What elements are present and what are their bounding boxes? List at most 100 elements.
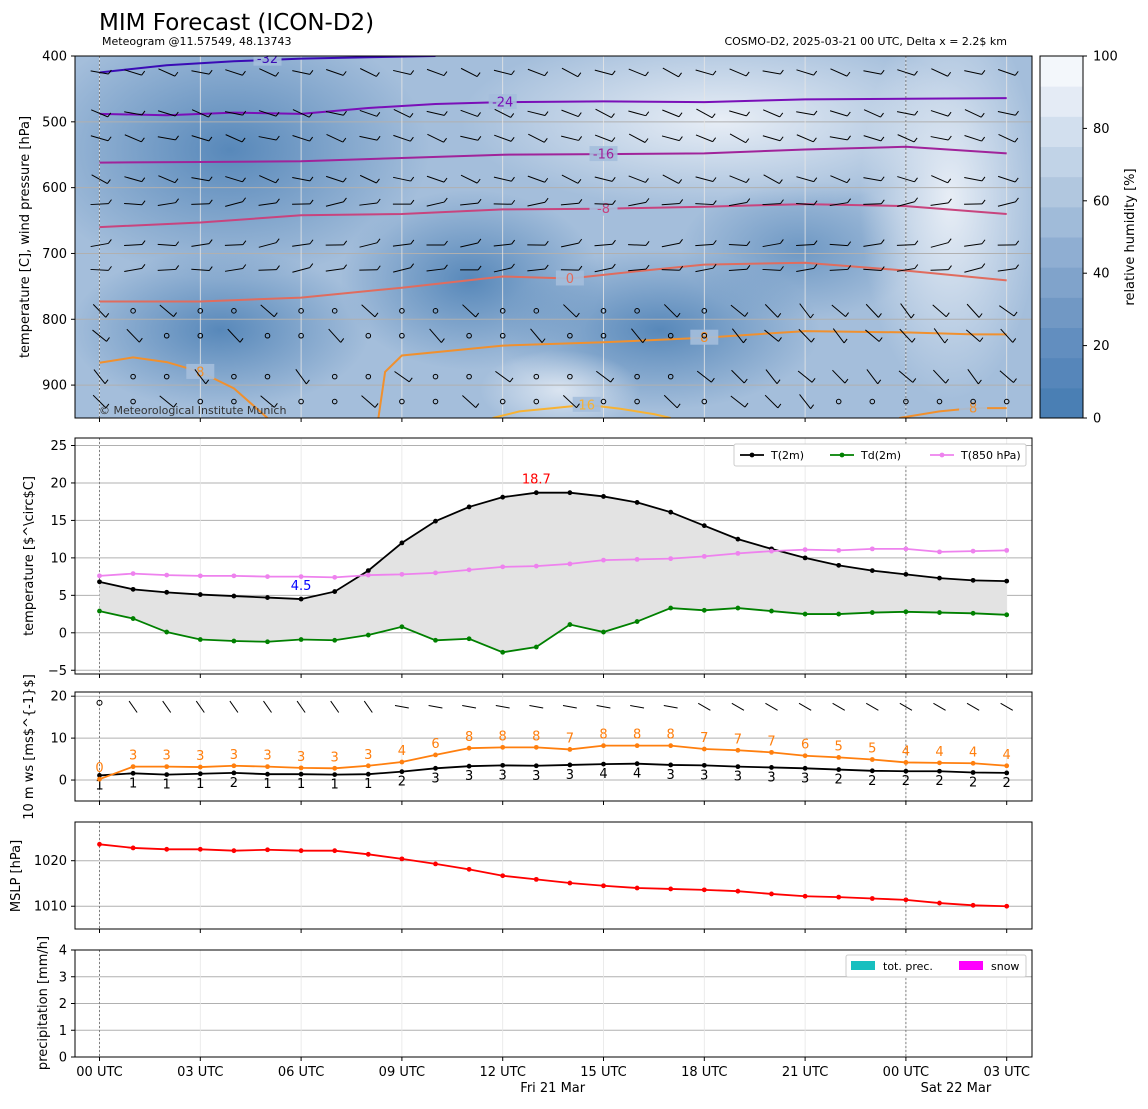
temp-point (232, 573, 237, 578)
wind-point (635, 743, 640, 748)
wind-barb (664, 706, 678, 708)
wind-value-label: 7 (700, 731, 708, 746)
mslp-point (534, 877, 539, 882)
precip-legend-swatch (959, 961, 983, 970)
wind-point (265, 772, 270, 777)
temp-point (97, 579, 102, 584)
wind-barb (163, 701, 171, 712)
legend-marker (940, 453, 945, 458)
wind-value-label: 4 (398, 744, 406, 759)
wind-point (500, 745, 505, 750)
temp-point (198, 573, 203, 578)
legend-label: Td(2m) (860, 449, 901, 462)
temp-point (971, 578, 976, 583)
mslp-point (1004, 904, 1009, 909)
temp-point (736, 537, 741, 542)
wind-value-label: 2 (835, 773, 843, 788)
wind-point (433, 752, 438, 757)
y-tick-label: 1020 (34, 854, 67, 869)
temp-point (366, 568, 371, 573)
wind-value-label: 5 (868, 741, 876, 756)
mslp-ylabel: MSLP [hPa] (9, 840, 24, 912)
temp-point (870, 546, 875, 551)
wind-barb (662, 270, 680, 271)
colorbar-tick-label: 80 (1093, 122, 1110, 137)
temp-point (702, 608, 707, 613)
temp-point (232, 639, 237, 644)
wind-value-label: 3 (700, 768, 708, 783)
wind-value-label: 3 (767, 770, 775, 785)
wind-point (534, 763, 539, 768)
wind-barb (863, 204, 881, 205)
temp-point (702, 554, 707, 559)
temp-annotation: 4.5 (291, 579, 312, 594)
mslp-point (332, 848, 337, 853)
temp-point (635, 500, 640, 505)
temp-point (668, 606, 673, 611)
temp-point (904, 572, 909, 577)
temp-point (500, 650, 505, 655)
temp-point (198, 592, 203, 597)
wind-point (803, 753, 808, 758)
temp-point (332, 575, 337, 580)
day-label: Fri 21 Mar (520, 1081, 585, 1096)
mslp-point (904, 897, 909, 902)
wind-point (97, 777, 102, 782)
temp-point (500, 495, 505, 500)
wind-value-label: 3 (801, 771, 809, 786)
colorbar-cell (1040, 358, 1083, 389)
wind-value-label: 3 (129, 749, 137, 764)
temp-point (601, 494, 606, 499)
mslp-point (803, 894, 808, 899)
wind-value-label: 3 (499, 768, 507, 783)
temp-point (904, 546, 909, 551)
temp-point (534, 564, 539, 569)
mslp-point (433, 861, 438, 866)
wind-value-label: 6 (431, 737, 439, 752)
mslp-point (467, 867, 472, 872)
wind-point (736, 764, 741, 769)
wind-point (131, 771, 136, 776)
wind-point (1004, 763, 1009, 768)
wind-value-label: 2 (868, 774, 876, 789)
temp-point (668, 510, 673, 515)
isotherm-label: -24 (492, 96, 513, 111)
temp-point (467, 567, 472, 572)
isotherm-label: -32 (257, 52, 278, 67)
colorbar-tick-label: 0 (1093, 412, 1101, 427)
temp-point (467, 636, 472, 641)
isotherm-label: 0 (566, 272, 574, 287)
temp-point (601, 630, 606, 635)
temp-point (971, 549, 976, 554)
location-subtitle: Meteogram @11.57549, 48.13743 (102, 35, 292, 48)
colorbar-cell (1040, 388, 1083, 419)
temp-point (668, 556, 673, 561)
wind-point (332, 772, 337, 777)
wind-point (400, 760, 405, 765)
wind-value-label: 1 (364, 777, 372, 792)
mslp-point (568, 881, 573, 886)
legend-marker (750, 453, 755, 458)
y-tick-label: 0 (59, 626, 67, 641)
wind-point (601, 743, 606, 748)
legend-marker (840, 453, 845, 458)
colorbar-cell (1040, 297, 1083, 328)
mslp-point (299, 848, 304, 853)
wind-point (366, 772, 371, 777)
temp-point (1004, 548, 1009, 553)
temp-point (232, 594, 237, 599)
wind-point (232, 763, 237, 768)
y-tick-label: 10 (50, 732, 67, 747)
wind-value-label: 2 (969, 775, 977, 790)
wind-value-label: 3 (163, 749, 171, 764)
temp-point (164, 573, 169, 578)
mslp-point (702, 887, 707, 892)
temp-point (433, 519, 438, 524)
y-tick-label: 15 (50, 514, 67, 529)
mslp-point (131, 846, 136, 851)
wind-point (467, 764, 472, 769)
wind-value-label: 2 (902, 774, 910, 789)
temp-point (332, 638, 337, 643)
